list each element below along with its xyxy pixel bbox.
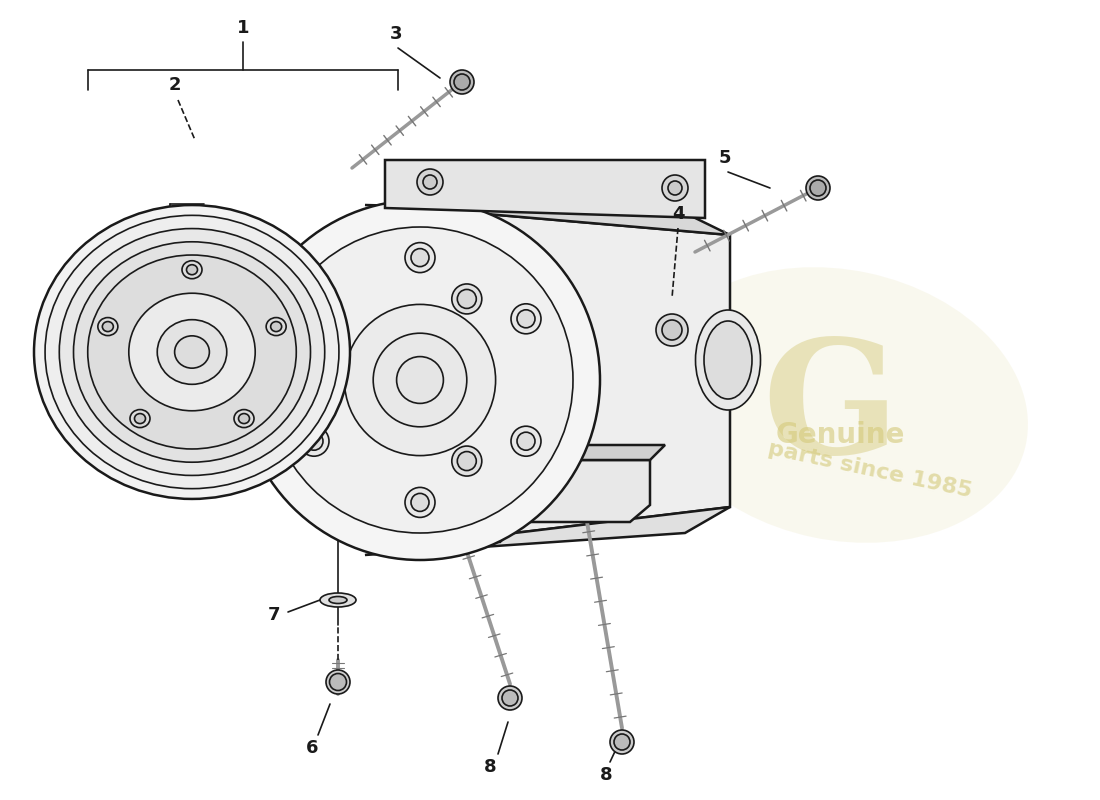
Ellipse shape (34, 205, 350, 499)
Text: parts since 1985: parts since 1985 (766, 438, 974, 502)
Ellipse shape (373, 333, 466, 427)
Ellipse shape (810, 180, 826, 196)
Ellipse shape (458, 451, 476, 470)
Circle shape (517, 310, 535, 328)
Ellipse shape (806, 176, 830, 200)
Circle shape (662, 175, 688, 201)
Ellipse shape (502, 690, 518, 706)
Text: 6: 6 (306, 739, 318, 757)
Ellipse shape (656, 314, 688, 346)
Circle shape (405, 242, 435, 273)
Ellipse shape (74, 242, 310, 462)
Circle shape (417, 169, 443, 195)
Text: 8: 8 (484, 758, 496, 776)
Ellipse shape (271, 322, 282, 331)
Polygon shape (530, 460, 650, 522)
Polygon shape (365, 205, 730, 235)
Ellipse shape (175, 336, 209, 368)
Circle shape (305, 432, 323, 450)
Ellipse shape (267, 227, 573, 533)
Ellipse shape (610, 730, 634, 754)
Ellipse shape (662, 320, 682, 340)
Ellipse shape (329, 597, 346, 603)
Circle shape (424, 175, 437, 189)
Polygon shape (365, 507, 730, 555)
Text: Genuine: Genuine (776, 421, 904, 449)
Text: G: G (762, 333, 899, 487)
Ellipse shape (234, 410, 254, 427)
Ellipse shape (452, 284, 482, 314)
Circle shape (517, 432, 535, 450)
Circle shape (512, 426, 541, 456)
Ellipse shape (187, 265, 198, 274)
Ellipse shape (454, 74, 470, 90)
Ellipse shape (498, 686, 522, 710)
Circle shape (668, 181, 682, 195)
Ellipse shape (157, 320, 227, 384)
Ellipse shape (88, 255, 296, 449)
Ellipse shape (330, 674, 346, 690)
Ellipse shape (134, 414, 145, 423)
Ellipse shape (317, 370, 336, 390)
Ellipse shape (240, 200, 600, 560)
Circle shape (299, 304, 329, 334)
Polygon shape (530, 445, 666, 460)
Ellipse shape (326, 670, 350, 694)
Ellipse shape (452, 446, 482, 476)
Ellipse shape (320, 593, 356, 607)
Circle shape (512, 304, 541, 334)
Text: 3: 3 (389, 25, 403, 43)
Ellipse shape (397, 357, 443, 403)
Ellipse shape (614, 734, 630, 750)
Ellipse shape (704, 321, 752, 399)
Text: 5: 5 (718, 149, 732, 167)
Ellipse shape (98, 318, 118, 335)
Polygon shape (226, 290, 265, 470)
Ellipse shape (239, 414, 250, 423)
Polygon shape (385, 160, 705, 218)
Ellipse shape (311, 365, 341, 395)
Ellipse shape (266, 318, 286, 335)
Ellipse shape (652, 267, 1028, 543)
Circle shape (411, 494, 429, 511)
Ellipse shape (59, 229, 324, 475)
Polygon shape (440, 210, 730, 542)
Text: 8: 8 (600, 766, 613, 784)
Circle shape (299, 426, 329, 456)
Circle shape (405, 487, 435, 518)
Text: 7: 7 (267, 606, 280, 624)
Ellipse shape (102, 322, 113, 331)
Ellipse shape (182, 261, 202, 278)
Ellipse shape (458, 290, 476, 309)
Polygon shape (370, 440, 560, 460)
Ellipse shape (130, 410, 150, 427)
Ellipse shape (45, 215, 339, 489)
Ellipse shape (695, 310, 760, 410)
Polygon shape (340, 460, 530, 542)
Text: 2: 2 (168, 76, 182, 94)
Text: 4: 4 (672, 205, 684, 223)
Circle shape (305, 310, 323, 328)
Text: 1: 1 (236, 19, 250, 37)
Ellipse shape (450, 70, 474, 94)
Ellipse shape (344, 304, 496, 456)
Ellipse shape (129, 294, 255, 410)
Circle shape (411, 249, 429, 266)
